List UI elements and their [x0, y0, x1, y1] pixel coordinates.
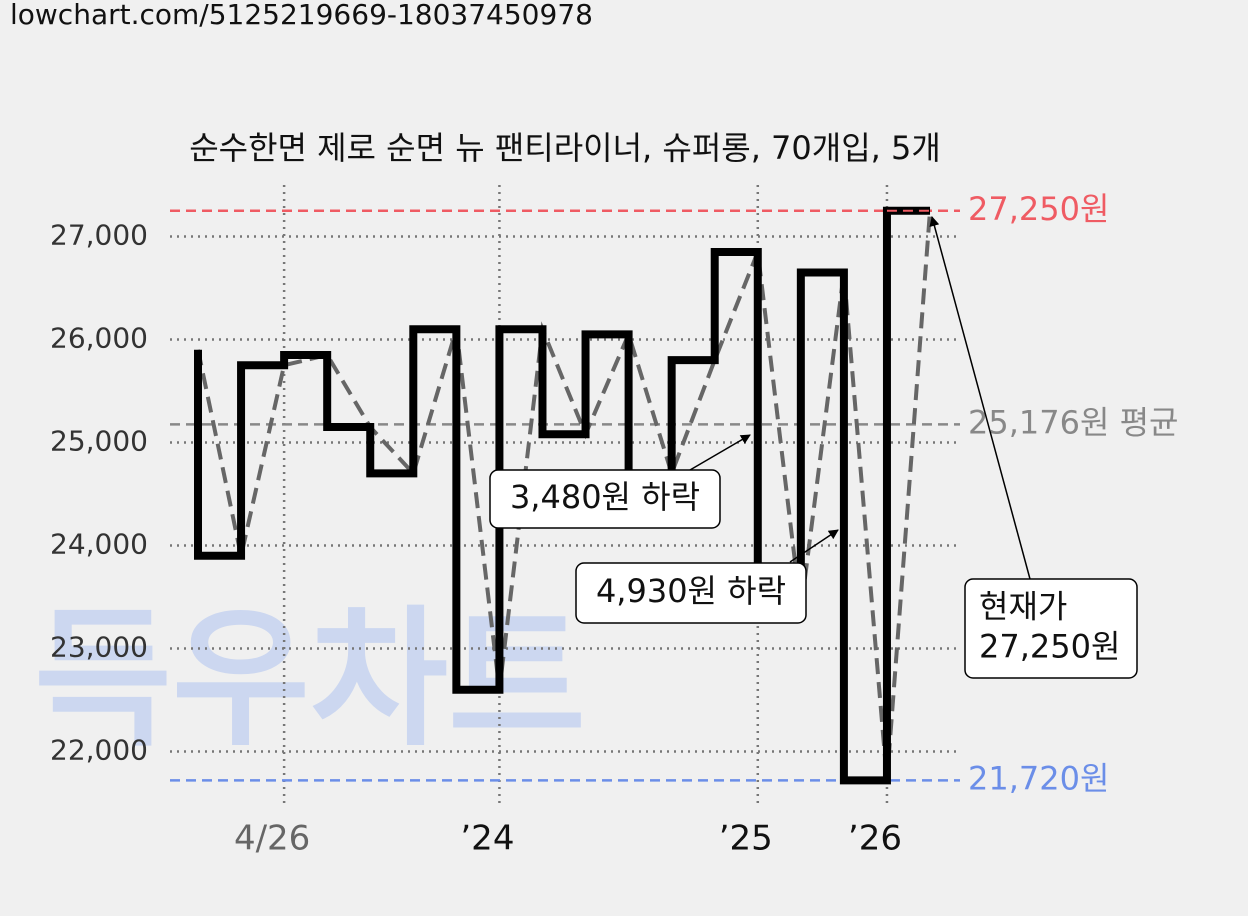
annotation-text: 현재가	[979, 588, 1067, 626]
y-tick-label: 26,000	[50, 322, 148, 355]
y-tick-label: 25,000	[50, 425, 148, 458]
annotation-arrow	[929, 216, 1031, 580]
y-tick-label: 23,000	[50, 631, 148, 664]
annotation-text: 27,250원	[979, 628, 1120, 666]
y-tick-label: 22,000	[50, 734, 148, 767]
price-line	[194, 206, 931, 785]
x-tick-label: ’24	[460, 819, 514, 859]
watermark: 득우차트	[34, 593, 586, 767]
annotation-box	[575, 562, 807, 624]
y-tick-label: 24,000	[50, 528, 148, 561]
chart-title: 순수한면 제로 순면 뉴 팬티라이너, 슈퍼롱, 70개입, 5개	[189, 129, 941, 167]
annotation-text: 4,930원 하락	[596, 572, 786, 610]
x-tick-label: ’26	[848, 819, 902, 859]
reference-label: 25,176원 평균	[968, 403, 1178, 441]
reference-label: 27,250원	[968, 190, 1109, 228]
annotation-box	[964, 578, 1138, 679]
x-tick-label: 4/26	[234, 819, 310, 859]
y-tick-label: 27,000	[50, 219, 148, 252]
annotation-box	[489, 469, 721, 529]
annotation-text: 3,480원 하락	[510, 478, 700, 516]
url: lowchart.com/5125219669-18037450978	[10, 0, 593, 31]
reference-label: 21,720원	[968, 759, 1109, 797]
annotation-arrow	[789, 529, 839, 563]
x-tick-label: ’25	[719, 819, 773, 859]
annotation-arrow	[689, 434, 751, 471]
